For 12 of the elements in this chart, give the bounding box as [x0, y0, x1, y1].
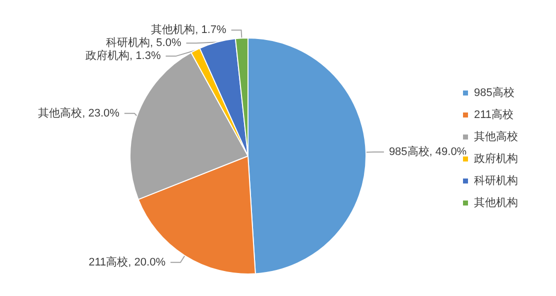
legend-label: 其他高校: [474, 130, 518, 143]
category-label: 其他高校, 23.0%: [38, 107, 120, 120]
category-label: 其他机构, 1.7%: [151, 24, 226, 36]
legend-label: 科研机构: [474, 175, 518, 187]
category-label: 211高校, 20.0%: [88, 256, 166, 268]
legend-label: 211高校: [474, 108, 514, 121]
category-label: 985高校, 49.0%: [388, 146, 467, 158]
category-label: 政府机构, 1.3%: [86, 50, 161, 62]
legend-label: 其他机构: [474, 196, 518, 209]
category-label: 科研机构, 5.0%: [106, 37, 182, 50]
legend-label: 政府机构: [474, 152, 518, 165]
legend-label: 985高校: [474, 86, 514, 99]
